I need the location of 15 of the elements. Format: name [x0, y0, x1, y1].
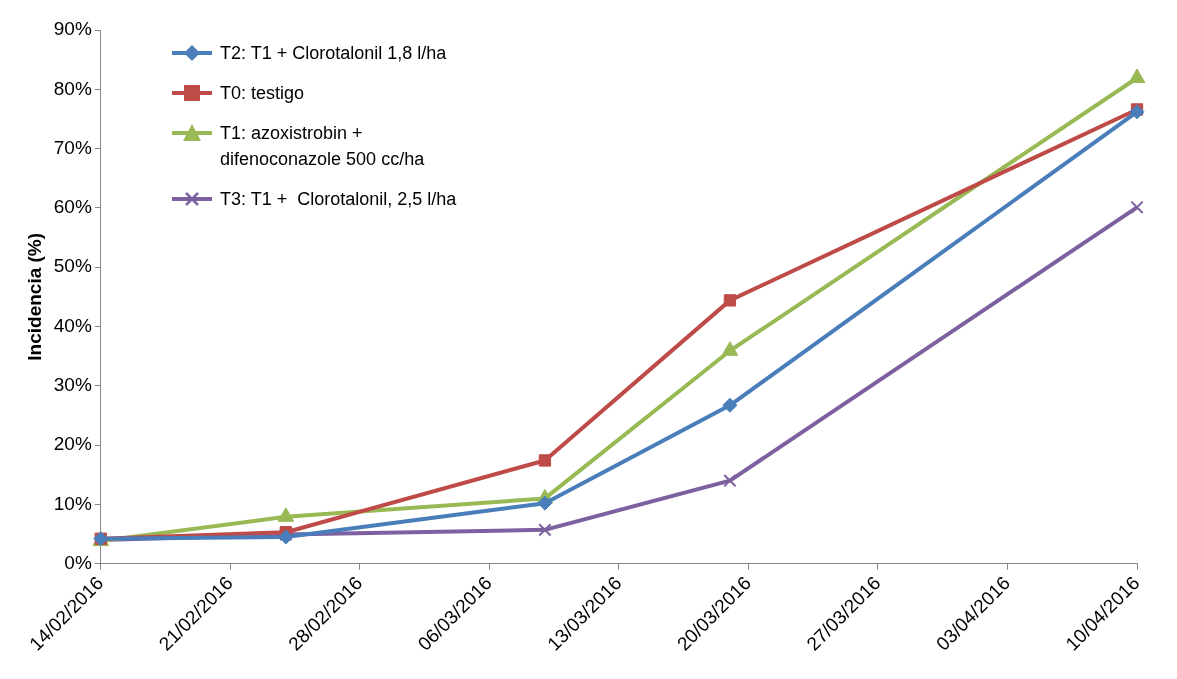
y-tick-label: 20% — [53, 433, 92, 455]
legend-label: T0: testigo — [220, 82, 305, 105]
legend-label: T1: azoxistrobin + difenoconazole 500 cc/ha — [220, 122, 426, 171]
y-tick-label: 90% — [53, 18, 92, 40]
y-tick-label: 80% — [53, 77, 92, 99]
y-tick-label: 40% — [53, 314, 92, 336]
legend-label: T3: T1 + Clorotalonil, 2,5 l/ha — [220, 188, 457, 211]
y-tick-label: 0% — [64, 551, 92, 573]
y-tick-label: 10% — [53, 492, 92, 514]
y-tick-label: 30% — [53, 373, 92, 395]
y-tick-label: 50% — [53, 255, 92, 277]
y-tick-label: 60% — [53, 196, 92, 218]
y-axis-title: Incidencia (%) — [23, 232, 45, 361]
legend-label: T2: T1 + Clorotalonil 1,8 l/ha — [220, 42, 447, 65]
y-tick-label: 70% — [53, 136, 92, 158]
